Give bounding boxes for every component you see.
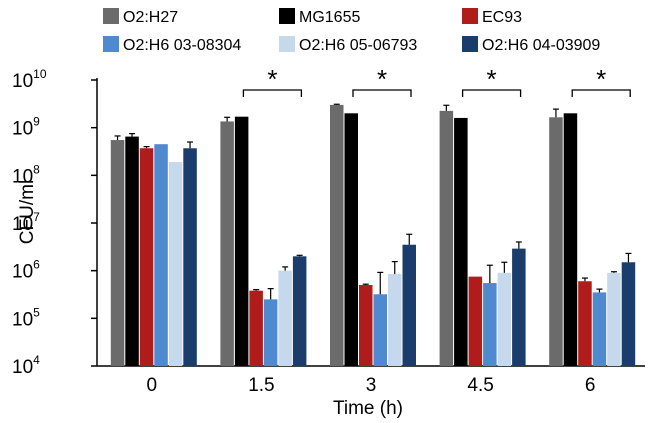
y-tick-label: 109 (12, 115, 40, 140)
bar-o2-h6-03-08304-6 (592, 292, 607, 366)
bar-ec93-6 (578, 281, 592, 366)
bar-mg1655-1_5 (234, 116, 249, 366)
legend-label: MG1655 (299, 9, 360, 26)
y-tick-exponent: 10 (33, 67, 47, 81)
x-axis-ticks: 0 1.5 3 4.5 6 (147, 375, 596, 396)
significance-annotations: * * * * (242, 64, 631, 97)
y-tick-label: 105 (12, 305, 40, 330)
significance-bracket (242, 89, 303, 97)
y-tick-base: 10 (12, 214, 33, 235)
bar-mg1655-0 (125, 136, 139, 366)
x-tick-label: 1.5 (248, 375, 274, 396)
bar-o2-h6-05-06793-3 (388, 274, 402, 366)
y-tick-base: 10 (12, 309, 33, 330)
legend-swatch (279, 8, 295, 24)
bar-o2-h27-0 (110, 140, 125, 366)
significance-star: * (377, 64, 387, 94)
y-tick-exponent: 7 (33, 210, 40, 224)
significance-bracket (352, 89, 412, 97)
bar-o2-h6-03-08304-3 (373, 294, 387, 366)
bar-o2-h6-03-08304-0 (154, 144, 168, 366)
error-bars (114, 103, 632, 300)
y-tick-base: 10 (12, 262, 33, 283)
y-tick-exponent: 5 (33, 305, 40, 319)
x-tick-label: 6 (585, 375, 596, 396)
legend-label: O2:H27 (123, 9, 178, 26)
legend-label: O2:H6 05-06793 (299, 37, 417, 54)
legend-label: O2:H6 03-08304 (123, 37, 241, 54)
y-tick-exponent: 9 (33, 115, 40, 129)
y-tick-label: 1010 (12, 67, 47, 92)
bar-o2-h6-04-03909-0 (183, 148, 197, 366)
bar-o2-h6-04-03909-1_5 (292, 256, 307, 366)
legend-swatch (279, 36, 295, 52)
bar-o2-h6-05-06793-0 (168, 162, 183, 366)
bar-mg1655-3 (344, 113, 358, 367)
significance-star: * (487, 64, 497, 94)
y-tick-label: 108 (12, 162, 40, 187)
bar-o2-h6-03-08304-1_5 (263, 299, 278, 366)
x-tick-label: 3 (366, 375, 377, 396)
x-tick-label: 0 (147, 375, 158, 396)
bar-o2-h6-04-03909-6 (621, 262, 636, 366)
significance-bracket (461, 89, 522, 97)
legend-swatch (103, 8, 119, 24)
y-tick-base: 10 (12, 357, 33, 378)
bar-o2-h6-05-06793-1_5 (278, 270, 292, 366)
bars (110, 104, 636, 367)
significance-bracket (571, 89, 631, 97)
bar-ec93-1_5 (249, 290, 263, 366)
legend-label: EC93 (482, 9, 522, 26)
bar-o2-h6-04-03909-4_5 (512, 248, 526, 366)
bar-o2-h27-6 (549, 117, 563, 367)
x-axis-label: Time (h) (333, 398, 403, 419)
y-tick-exponent: 6 (33, 258, 40, 272)
legend-label: O2:H6 04-03909 (482, 37, 600, 54)
bar-o2-h6-05-06793-4_5 (497, 272, 512, 366)
legend-swatch (462, 8, 478, 24)
bar-o2-h6-05-06793-6 (607, 272, 621, 366)
y-tick-base: 10 (12, 119, 33, 140)
bar-o2-h27-3 (330, 104, 344, 366)
y-tick-exponent: 8 (33, 162, 40, 176)
bar-o2-h27-4_5 (439, 110, 454, 366)
y-tick-label: 106 (12, 258, 40, 283)
y-tick-label: 107 (12, 210, 40, 235)
bar-ec93-3 (359, 285, 373, 366)
y-tick-label: 104 (12, 353, 40, 378)
legend: O2:H27 MG1655 EC93 O2:H6 03-08304 O2:H6 05-0… (103, 8, 600, 54)
legend-swatch (462, 36, 478, 52)
bar-ec93-0 (139, 148, 154, 366)
bar-o2-h27-1_5 (220, 121, 234, 366)
y-axis-label: CFU/ml (17, 180, 38, 244)
bar-mg1655-6 (563, 113, 578, 367)
significance-star: * (596, 64, 606, 94)
bar-ec93-4_5 (468, 276, 483, 366)
x-tick-label: 4.5 (467, 375, 493, 396)
legend-swatch (103, 36, 119, 52)
bar-mg1655-4_5 (454, 117, 468, 366)
bar-o2-h6-04-03909-3 (402, 244, 416, 366)
bar-o2-h6-03-08304-4_5 (483, 283, 497, 366)
y-tick-exponent: 4 (33, 353, 40, 367)
y-tick-base: 10 (12, 71, 33, 92)
significance-star: * (267, 64, 277, 94)
y-tick-base: 10 (12, 166, 33, 187)
